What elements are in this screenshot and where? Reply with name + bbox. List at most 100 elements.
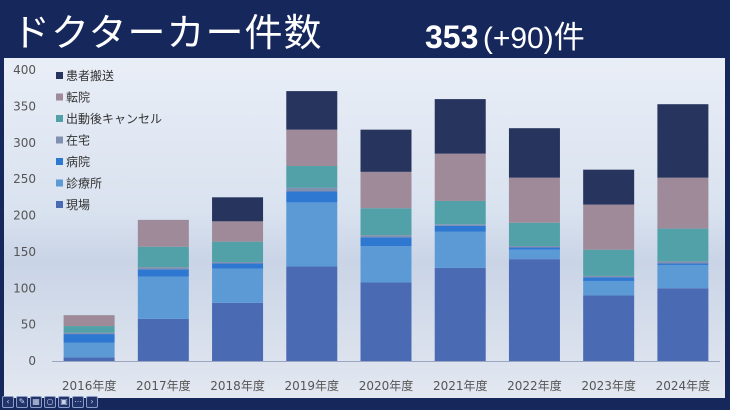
bar-segment: [434, 224, 486, 226]
zoom-icon[interactable]: ○: [44, 396, 56, 408]
legend-swatch: [56, 72, 63, 79]
bar-segment: [434, 231, 486, 268]
bar-segment: [360, 237, 412, 247]
bar-segment: [434, 153, 486, 201]
bar-segment: [583, 295, 635, 361]
x-tick-label: 2017年度: [136, 378, 191, 393]
legend-swatch: [56, 179, 63, 187]
bar-segment: [657, 177, 709, 229]
previous-slide-icon[interactable]: ‹: [2, 396, 14, 408]
bar-segment: [360, 282, 412, 361]
x-tick-label: 2016年度: [62, 378, 117, 393]
bar-segment: [137, 269, 189, 277]
bar-segment: [583, 249, 635, 276]
bar-segment: [360, 246, 412, 283]
bar-segment: [286, 129, 338, 167]
more-options-icon[interactable]: ⋯: [72, 396, 84, 408]
x-tick-label: 2021年度: [433, 378, 488, 393]
screen-icon[interactable]: ▣: [58, 396, 70, 408]
bar-segment: [212, 302, 264, 361]
bar-segment: [212, 241, 264, 263]
y-tick-label: 0: [28, 354, 36, 368]
legend-label: 在宅: [66, 133, 90, 148]
y-tick-label: 350: [13, 99, 36, 113]
legend-swatch: [56, 201, 63, 208]
bar-segment: [657, 261, 709, 264]
x-tick-label: 2022年度: [507, 378, 562, 393]
slideshow-toolbar: ‹ ✎ ▦ ○ ▣ ⋯ ›: [2, 396, 98, 409]
total-count: 353 (+90)件: [425, 12, 585, 57]
bar-segment: [360, 171, 412, 209]
bar-segment: [286, 166, 338, 188]
bar-segment: [583, 275, 635, 278]
bar-segment: [434, 267, 486, 361]
legend-swatch: [56, 93, 63, 101]
bar-segment: [583, 280, 635, 296]
bar-segment: [434, 99, 486, 154]
y-tick-label: 100: [13, 281, 36, 295]
bar-segment: [286, 202, 338, 267]
bar-segment: [212, 268, 264, 303]
pen-icon[interactable]: ✎: [16, 396, 28, 408]
bar-segment: [63, 334, 115, 343]
legend-label: 転院: [66, 91, 90, 105]
legend-label: 診療所: [66, 176, 102, 191]
bar-segment: [657, 288, 709, 361]
bar-segment: [212, 221, 264, 242]
bar-segment: [657, 104, 709, 178]
bar-segment: [63, 332, 115, 335]
bar-segment: [286, 266, 338, 361]
bar-segment: [508, 247, 560, 250]
bar-segment: [583, 169, 635, 205]
bar-segment: [212, 262, 264, 264]
x-tick-label: 2019年度: [285, 378, 340, 393]
bar-segment: [63, 326, 115, 333]
y-tick-label: 150: [13, 245, 36, 259]
legend-swatch: [56, 158, 63, 165]
bar-segment: [286, 91, 338, 130]
bar-segment: [657, 263, 709, 265]
bar-segment: [137, 276, 189, 319]
bar-segment: [508, 222, 560, 247]
slides-grid-icon[interactable]: ▦: [30, 396, 42, 408]
x-tick-label: 2024年度: [656, 378, 711, 393]
bar-segment: [508, 249, 560, 260]
bar-segment: [508, 177, 560, 223]
x-tick-label: 2018年度: [210, 378, 265, 393]
bar-segment: [583, 204, 635, 250]
bar-segment: [360, 129, 412, 172]
bar-segment: [212, 197, 264, 222]
bar-segment: [434, 200, 486, 225]
total-count-value: 353: [425, 19, 479, 55]
chart-panel: 0 50 100 150 200 250 300 350 400 2016年度 2017年度 2018…: [4, 58, 725, 398]
x-tick-label: 2023年度: [581, 378, 636, 393]
bar-segment: [434, 225, 486, 232]
y-tick-label: 250: [13, 172, 36, 186]
total-count-change: (+90): [482, 22, 554, 55]
bar-segment: [583, 277, 635, 281]
next-slide-icon[interactable]: ›: [86, 396, 98, 408]
bar-segment: [63, 357, 115, 361]
page-title: ドクターカー件数: [12, 11, 323, 55]
bar-segment: [286, 187, 338, 192]
bar-segment: [137, 219, 189, 247]
title-bar: ドクターカー件数 353 (+90)件: [0, 0, 730, 58]
bar-segment: [286, 191, 338, 203]
stacked-bar-chart: 0 50 100 150 200 250 300 350 400 2016年度 2017年度 2018…: [13, 63, 720, 393]
bar-segment: [508, 259, 560, 361]
bar-segment: [657, 228, 709, 262]
bar-segment: [360, 208, 412, 236]
bar-segment: [137, 318, 189, 361]
legend-label: 現場: [66, 198, 90, 212]
legend-label: 患者搬送: [66, 68, 114, 83]
bar-segment: [508, 246, 560, 248]
legend-swatch: [56, 136, 63, 144]
bar-segment: [63, 315, 115, 327]
y-tick-label: 200: [13, 209, 36, 223]
y-tick-label: 50: [21, 318, 36, 332]
bar-segment: [63, 342, 115, 358]
bar-segment: [212, 263, 264, 269]
bar-segment: [657, 264, 709, 289]
legend-label: 出動後キャンセル: [66, 112, 162, 126]
